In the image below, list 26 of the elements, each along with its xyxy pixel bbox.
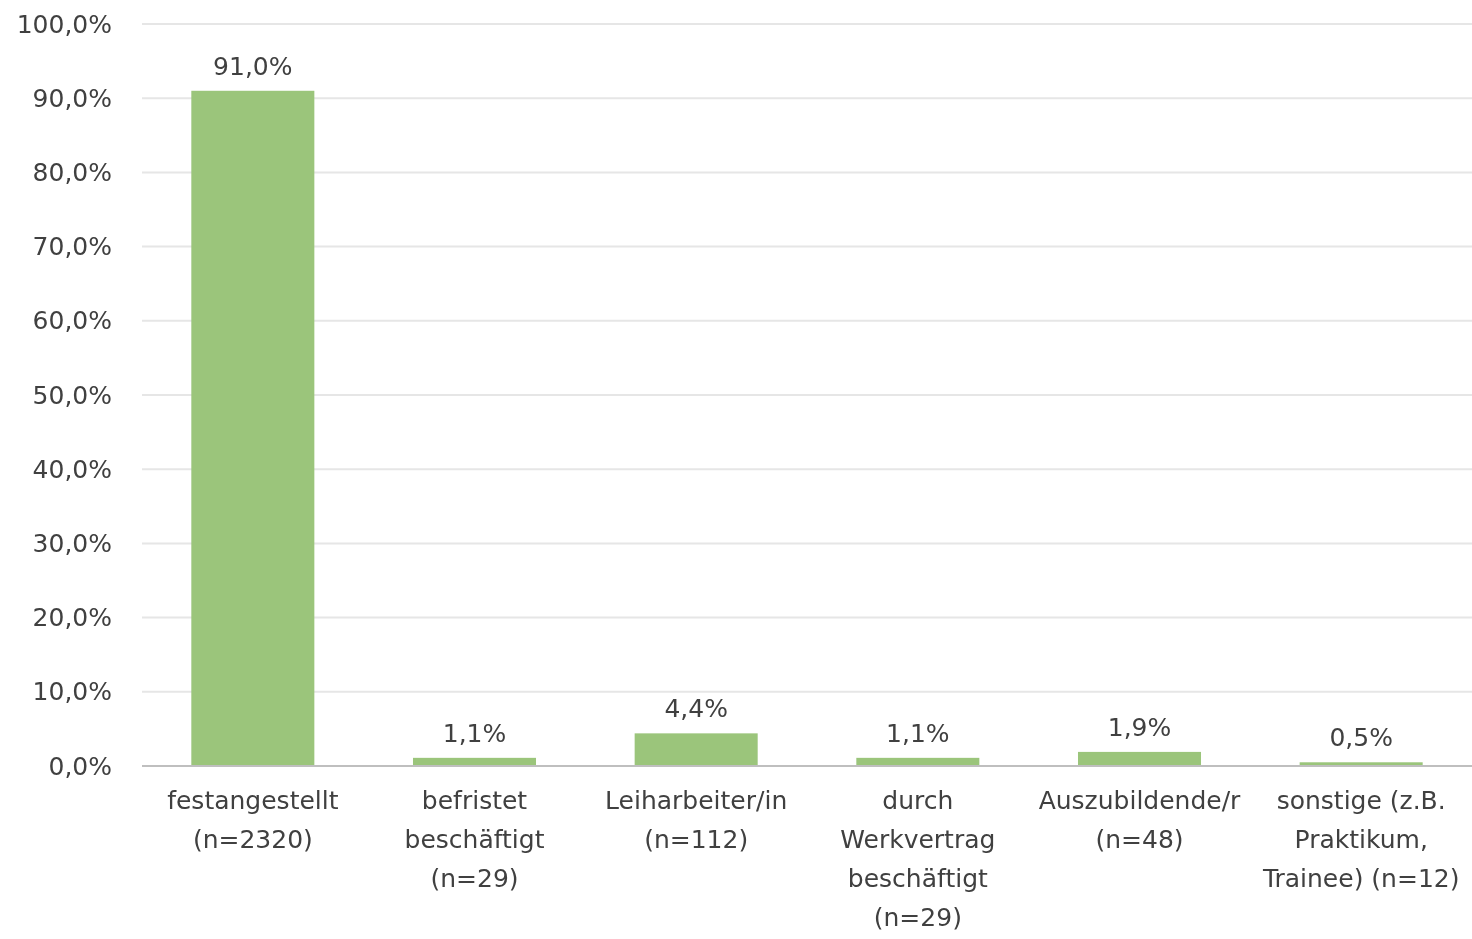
y-tick-label: 100,0%: [16, 9, 112, 39]
x-tick-label: durch Werkvertrag beschäftigt (n=29): [840, 786, 996, 932]
data-label: 1,1%: [886, 718, 950, 748]
x-tick-label: Leiharbeiter/in (n=112): [605, 786, 788, 854]
y-tick-label: 70,0%: [32, 232, 112, 262]
y-tick-label: 50,0%: [32, 380, 112, 410]
y-tick-label: 40,0%: [32, 454, 112, 484]
y-tick-label: 60,0%: [32, 306, 112, 336]
bar: [191, 90, 315, 766]
data-label: 1,9%: [1107, 712, 1172, 742]
y-tick-label: 20,0%: [32, 603, 112, 633]
bar: [1077, 751, 1202, 766]
data-label: 4,4%: [664, 694, 728, 724]
y-tick-label: 10,0%: [32, 677, 112, 707]
data-label: 91,0%: [213, 51, 293, 81]
x-tick-label: Auszubildende/r (n=48): [1038, 786, 1242, 854]
y-tick-label: 80,0%: [32, 157, 112, 187]
y-tick-label: 30,0%: [32, 528, 112, 558]
y-tick-label: 90,0%: [32, 83, 112, 113]
x-tick-label: sonstige (z.B. Praktikum, Trainee) (n=12): [1261, 786, 1460, 893]
bar: [634, 733, 758, 766]
data-label: 1,1%: [442, 718, 507, 748]
data-label: 0,5%: [1329, 723, 1393, 753]
y-tick-label: 0,0%: [48, 751, 112, 781]
x-tick-label: festangestellt (n=2320): [167, 786, 339, 854]
x-tick-label: befristet beschäftigt (n=29): [404, 786, 545, 893]
